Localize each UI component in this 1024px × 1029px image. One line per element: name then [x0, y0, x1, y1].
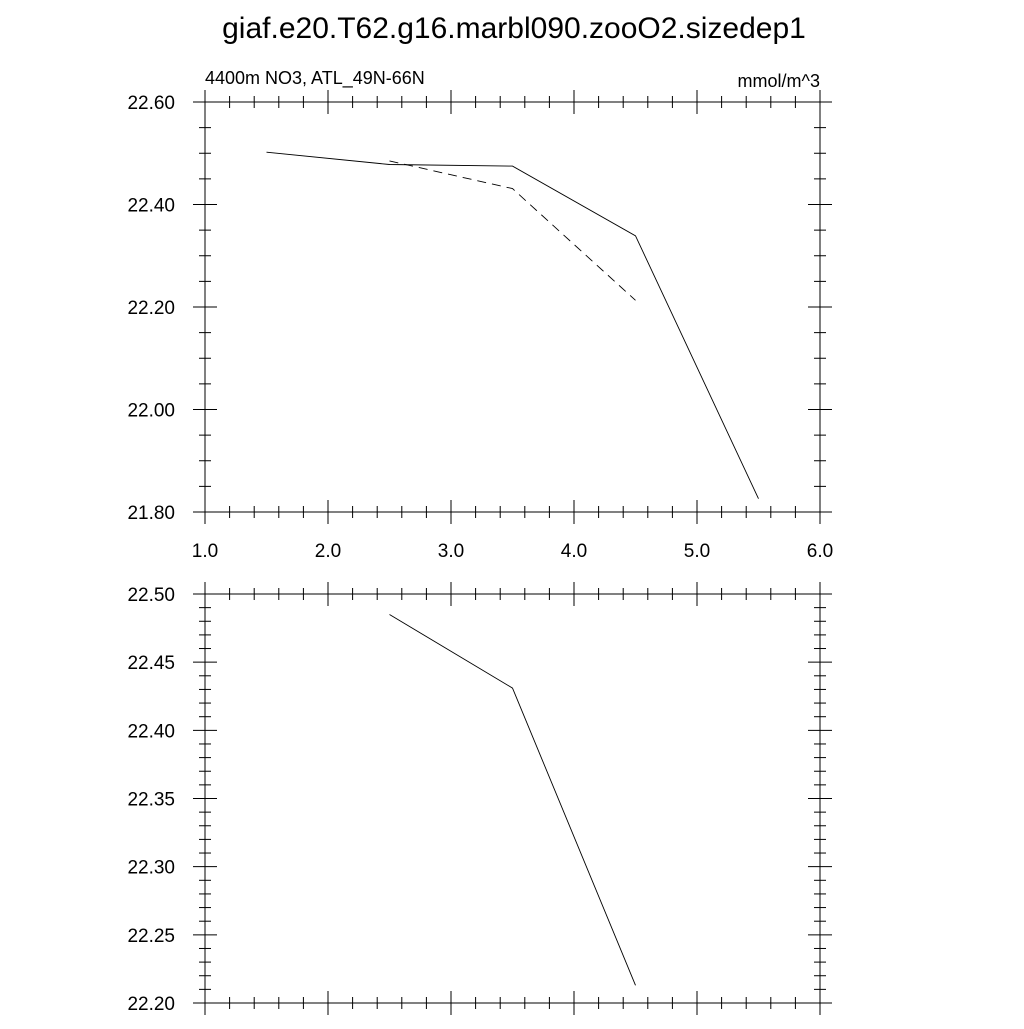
- y-tick-label: 22.40: [127, 721, 175, 742]
- x-tick-label: 4.0: [561, 541, 587, 562]
- y-tick-label: 21.80: [127, 503, 175, 524]
- top-panel: 1.0 2.0 3.0 4.0 5.0 6.0 21.80 22.00 22.20 22.40 22…: [127, 68, 833, 562]
- panel-units-label: mmol/m^3: [738, 71, 820, 91]
- y-tick-label: 22.20: [127, 298, 175, 319]
- plot-frame: [204, 101, 821, 513]
- series-line-solid: [389, 614, 636, 986]
- x-tick-label: 3.0: [438, 541, 464, 562]
- figure-title: giaf.e20.T62.g16.marbl090.zooO2.sizedep1: [222, 12, 806, 45]
- x-tick-label: 1.0: [192, 541, 218, 562]
- y-tick-label: 22.20: [127, 994, 175, 1015]
- y-tick-label: 22.50: [127, 585, 175, 606]
- plot-frame: [204, 593, 821, 1004]
- series-line-solid: [266, 151, 759, 499]
- y-tick-label: 22.00: [127, 401, 175, 422]
- y-tick-label: 22.60: [127, 93, 175, 114]
- panel-left-label: 4400m NO3, ATL_49N-66N: [205, 68, 425, 89]
- y-tick-label: 22.40: [127, 196, 175, 217]
- y-tick-label: 22.45: [127, 653, 175, 674]
- x-tick-label: 6.0: [807, 541, 833, 562]
- x-tick-label: 2.0: [315, 541, 341, 562]
- series-line-dashed: [389, 160, 636, 301]
- bottom-panel: 22.20 22.25 22.30 22.35 22.40 22.45 22.50: [127, 582, 832, 1015]
- y-tick-label: 22.35: [127, 790, 175, 811]
- y-tick-label: 22.30: [127, 858, 175, 879]
- x-tick-label: 5.0: [684, 541, 710, 562]
- y-tick-label: 22.25: [127, 926, 175, 947]
